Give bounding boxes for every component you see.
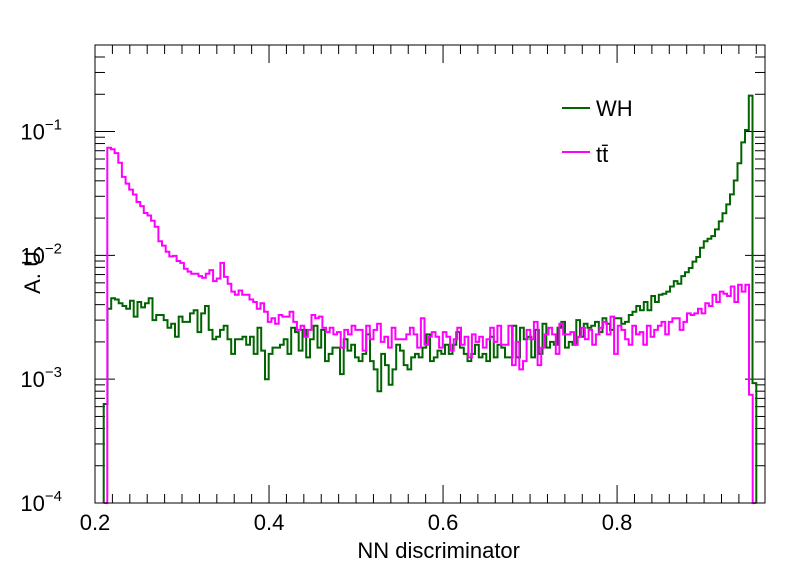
x-tick-label: 0.6 (428, 510, 459, 535)
y-tick-exponent: −3 (45, 364, 62, 381)
x-tick-label: 0.4 (254, 510, 285, 535)
y-axis-title: A. U. (20, 245, 45, 294)
tick-labels: 0.2 0.4 0.6 0.810−410−310−210−1 (20, 117, 632, 535)
x-tick-label: 0.8 (602, 510, 633, 535)
legend-label-ttbar: tt̄ (596, 142, 608, 167)
series-wh-histogram (104, 96, 757, 503)
y-tick-exponent: −2 (45, 240, 62, 257)
y-tick-exponent: −1 (45, 117, 62, 134)
x-axis-title: NN discriminator (357, 538, 520, 563)
legend-label-wh: WH (596, 96, 633, 121)
y-tick-label: 10−1 (20, 117, 62, 145)
y-tick-label: 10−3 (20, 364, 62, 392)
histogram-series (104, 96, 757, 503)
x-tick-label: 0.2 (80, 510, 111, 535)
y-tick-label: 10−4 (20, 488, 62, 516)
y-tick-exponent: −4 (45, 488, 62, 505)
legend: WH tt̄ (562, 96, 633, 167)
